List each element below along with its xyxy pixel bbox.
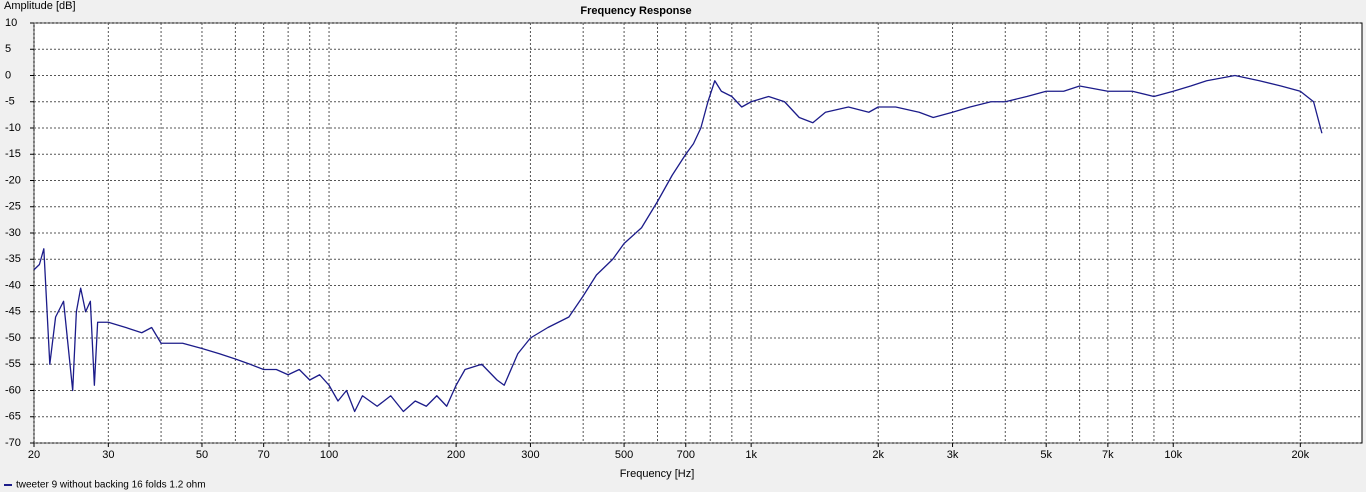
x-tick-label: 50 (196, 449, 208, 461)
y-tick-label: -25 (5, 201, 21, 213)
x-tick-label: 5k (1040, 449, 1052, 461)
x-tick-label: 700 (677, 449, 695, 461)
y-tick-label: -20 (5, 174, 21, 186)
x-tick-label: 7k (1102, 449, 1114, 461)
y-tick-label: 0 (5, 69, 11, 81)
x-tick-label: 20 (28, 449, 40, 461)
x-tick-label: 2k (872, 449, 884, 461)
y-tick-label: -45 (5, 306, 21, 318)
x-tick-label: 10k (1164, 449, 1182, 461)
y-tick-label: -35 (5, 253, 21, 265)
y-tick-label: -15 (5, 148, 21, 160)
y-tick-label: -30 (5, 227, 21, 239)
x-tick-label: 30 (102, 449, 114, 461)
legend-label: tweeter 9 without backing 16 folds 1.2 o… (16, 480, 206, 491)
y-tick-label: -40 (5, 279, 21, 291)
x-tick-label: 3k (947, 449, 959, 461)
x-axis-label: Frequency [Hz] (620, 468, 695, 480)
x-tick-label: 100 (320, 449, 338, 461)
series-line (33, 74, 1323, 413)
x-tick-label: 20k (1291, 449, 1309, 461)
y-tick-label: -55 (5, 358, 21, 370)
y-axis-label: Amplitude [dB] (4, 0, 76, 12)
x-tick-label: 300 (521, 449, 539, 461)
x-tick-label: 1k (745, 449, 757, 461)
x-tick-label: 500 (615, 449, 633, 461)
y-tick-label: 5 (5, 43, 11, 55)
x-tick-label: 200 (447, 449, 465, 461)
y-tick-label: -70 (5, 437, 21, 449)
y-tick-label: 10 (5, 17, 17, 29)
x-tick-label: 70 (258, 449, 270, 461)
y-tick-label: -10 (5, 122, 21, 134)
y-tick-label: -5 (5, 96, 15, 108)
y-tick-label: -65 (5, 411, 21, 423)
y-tick-label: -50 (5, 332, 21, 344)
y-tick-label: -60 (5, 384, 21, 396)
chart-title: Frequency Response (580, 5, 691, 17)
